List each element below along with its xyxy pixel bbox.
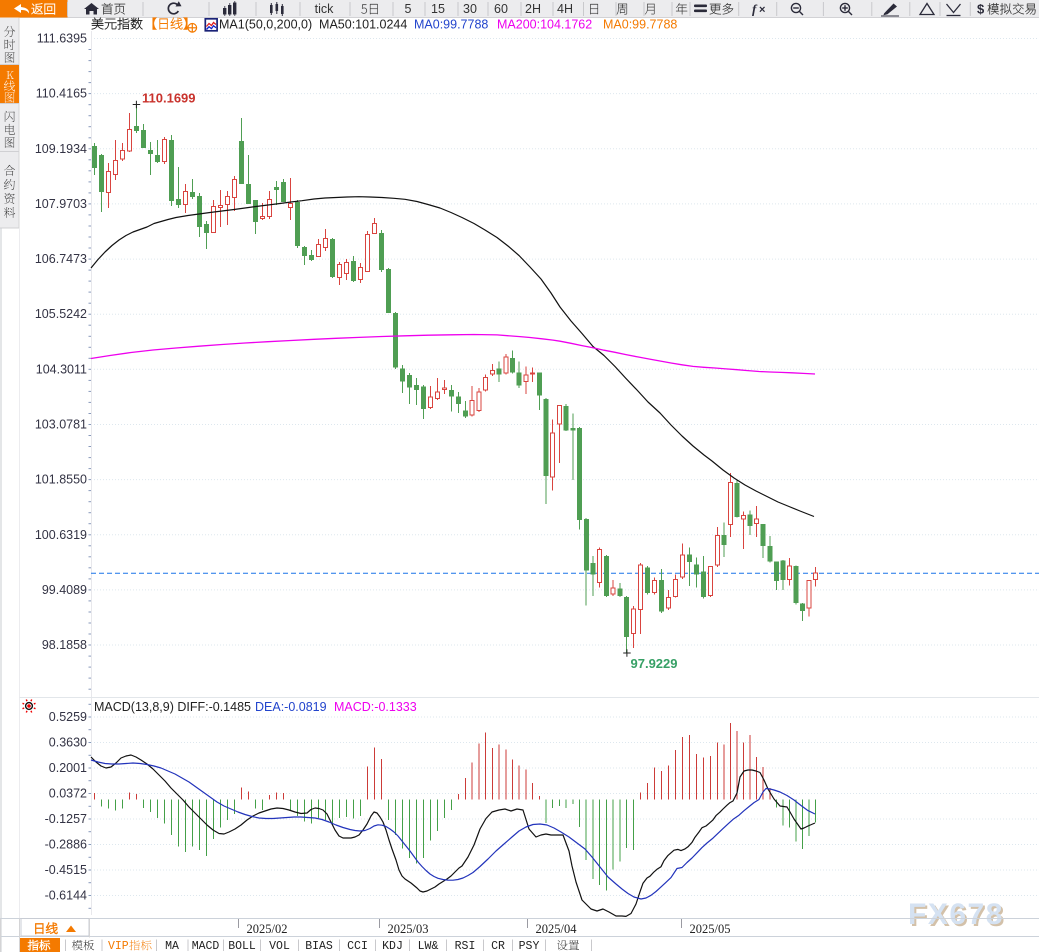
- svg-text:5: 5: [405, 2, 412, 16]
- svg-text:PSY: PSY: [519, 940, 540, 952]
- svg-text:0.2001: 0.2001: [49, 761, 87, 775]
- svg-text:FX678: FX678: [910, 900, 1006, 933]
- svg-text:×: ×: [759, 4, 765, 16]
- svg-text:MA0:99.7788: MA0:99.7788: [603, 18, 677, 32]
- svg-text:30: 30: [463, 2, 477, 16]
- svg-text:MACD(13,8,9) DIFF:-0.1485: MACD(13,8,9) DIFF:-0.1485: [94, 700, 251, 714]
- svg-text:111.6395: 111.6395: [37, 32, 87, 46]
- svg-text:2H: 2H: [525, 2, 541, 16]
- svg-text:f: f: [752, 2, 758, 17]
- svg-text:0.3630: 0.3630: [49, 736, 87, 750]
- svg-text:109.1934: 109.1934: [35, 142, 87, 156]
- svg-text:-0.4515: -0.4515: [45, 863, 87, 877]
- svg-text:MACD:-0.1333: MACD:-0.1333: [334, 700, 417, 714]
- svg-text:100.6319: 100.6319: [35, 528, 87, 542]
- svg-text:106.7473: 106.7473: [35, 252, 87, 266]
- svg-text:2025/04: 2025/04: [536, 922, 578, 936]
- svg-text:CCI: CCI: [347, 940, 368, 952]
- svg-text:110.4165: 110.4165: [36, 87, 87, 101]
- svg-text:-0.6144: -0.6144: [45, 889, 87, 903]
- svg-text:60: 60: [494, 2, 508, 16]
- svg-text:105.5242: 105.5242: [35, 307, 87, 321]
- svg-text:2025/03: 2025/03: [388, 922, 429, 936]
- svg-text:2025/02: 2025/02: [247, 922, 288, 936]
- svg-text:KDJ: KDJ: [382, 940, 403, 952]
- svg-text:VOL: VOL: [269, 940, 290, 952]
- svg-text:LW&: LW&: [418, 940, 439, 952]
- svg-text:2025/05: 2025/05: [690, 922, 731, 936]
- svg-text:BOLL: BOLL: [228, 940, 256, 952]
- svg-text:-0.2886: -0.2886: [45, 838, 87, 852]
- svg-text:VIP: VIP: [108, 940, 129, 952]
- svg-text:CR: CR: [491, 940, 505, 952]
- svg-text:98.1858: 98.1858: [42, 638, 87, 652]
- svg-text:-0.1257: -0.1257: [45, 812, 87, 826]
- svg-text:107.9703: 107.9703: [35, 197, 87, 211]
- svg-text:RSI: RSI: [455, 940, 476, 952]
- svg-text:DEA:-0.0819: DEA:-0.0819: [255, 700, 327, 714]
- svg-text:MA200:104.1762: MA200:104.1762: [497, 18, 592, 32]
- svg-text:99.4089: 99.4089: [42, 583, 87, 597]
- svg-text:104.3011: 104.3011: [36, 362, 87, 376]
- svg-text:MACD: MACD: [192, 940, 220, 952]
- svg-text:BIAS: BIAS: [305, 940, 333, 952]
- svg-text:MA1(50,0,200,0) MA50:101.0244: MA1(50,0,200,0) MA50:101.0244: [219, 18, 407, 32]
- svg-text:$: $: [977, 2, 985, 17]
- svg-text:tick: tick: [315, 2, 335, 16]
- svg-text:0.0372: 0.0372: [49, 787, 87, 801]
- svg-text:MA0:99.7788: MA0:99.7788: [414, 18, 488, 32]
- svg-text:101.8550: 101.8550: [35, 473, 87, 487]
- svg-text:FX678: FX678: [908, 898, 1004, 931]
- svg-text:97.9229: 97.9229: [631, 656, 678, 671]
- svg-text:MA: MA: [165, 940, 179, 952]
- svg-text:15: 15: [431, 2, 445, 16]
- svg-text:103.0781: 103.0781: [35, 418, 87, 432]
- svg-text:110.1699: 110.1699: [142, 91, 196, 106]
- svg-text:4H: 4H: [557, 2, 573, 16]
- svg-text:0.5259: 0.5259: [49, 710, 87, 724]
